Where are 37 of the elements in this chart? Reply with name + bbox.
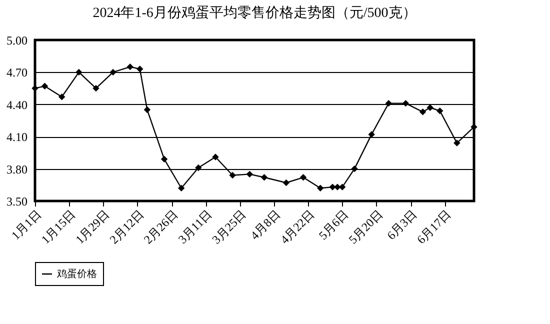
point [470,124,478,130]
point [454,140,460,146]
point [144,106,151,114]
point [351,165,358,172]
point [316,184,324,192]
y-tick-label: 4.70 [6,66,28,80]
point [402,100,410,107]
point [76,68,82,76]
x-tick-label: 4月8日 [248,207,283,242]
legend-label: 鸡蛋价格 [56,268,97,280]
point [136,66,144,72]
point [212,154,219,160]
point [110,68,116,76]
y-tick-label: 5.00 [6,34,28,48]
point [246,170,253,178]
point [300,174,307,181]
point [58,94,66,100]
point [178,184,185,192]
point [419,108,426,116]
y-tick-label: 3.80 [6,162,28,176]
point [195,164,202,172]
chart-title: 2024年1-6月份鸡蛋平均零售价格走势图（元/500克） [92,5,416,21]
point [282,179,290,186]
point [160,156,168,162]
point [260,174,268,181]
y-tick-label: 4.40 [6,98,28,112]
y-tick-label: 3.50 [6,194,28,208]
point [92,84,100,92]
point [126,63,134,70]
point [436,107,444,114]
y-tick-label: 4.10 [6,130,28,144]
point [41,82,48,90]
point [385,100,392,107]
point [338,184,346,190]
point [426,104,434,111]
point [368,131,375,138]
point [229,172,236,179]
